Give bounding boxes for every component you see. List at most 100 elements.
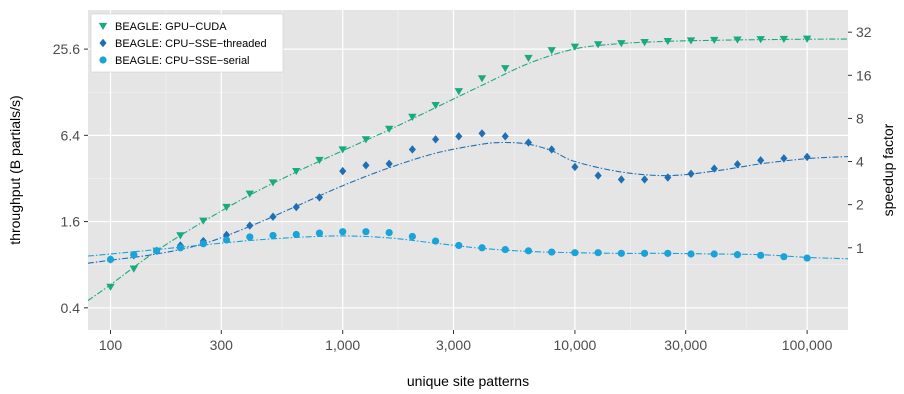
data-point xyxy=(384,125,394,133)
data-point xyxy=(153,247,161,255)
data-point xyxy=(385,229,393,237)
data-point xyxy=(339,166,347,176)
data-point xyxy=(617,249,625,257)
data-point xyxy=(593,41,603,49)
data-point xyxy=(524,54,533,62)
data-points xyxy=(106,35,812,291)
data-point xyxy=(199,240,207,248)
data-point xyxy=(802,35,812,43)
x-tick-label: 300 xyxy=(210,337,234,353)
y-tick-label: 0.4 xyxy=(61,300,81,316)
data-point xyxy=(478,129,486,138)
data-point xyxy=(756,36,765,44)
data-point xyxy=(664,173,672,182)
data-point xyxy=(362,228,370,236)
data-point xyxy=(106,255,115,264)
data-point xyxy=(455,241,463,250)
legend-marker xyxy=(98,22,108,30)
data-point xyxy=(733,251,742,259)
legend-label: BEAGLE: CPU−SSE−serial xyxy=(115,55,250,67)
data-point xyxy=(246,221,254,230)
data-point xyxy=(548,248,556,256)
data-point xyxy=(478,244,486,252)
data-point xyxy=(199,217,208,225)
data-point xyxy=(710,164,718,173)
data-point xyxy=(501,65,510,73)
data-point xyxy=(524,138,533,147)
data-point xyxy=(222,203,231,212)
x-axis-title: unique site patterns xyxy=(407,373,529,389)
y-axis-left: 0.4 1.6 6.4 25.6 xyxy=(53,41,88,316)
data-point xyxy=(570,43,580,51)
data-point xyxy=(129,265,139,273)
data-point xyxy=(408,113,417,121)
data-point xyxy=(733,160,742,169)
data-point xyxy=(455,132,463,141)
data-point xyxy=(571,162,579,172)
data-point xyxy=(617,175,625,184)
x-tick-label: 100 xyxy=(99,337,123,353)
data-point xyxy=(779,35,789,44)
data-point xyxy=(663,37,672,46)
trend-line-beagle-cpu-sse-threaded xyxy=(87,141,849,264)
grid-lines xyxy=(88,10,848,330)
y-axis-title: throughput (B partials/s) xyxy=(7,95,23,244)
data-point xyxy=(269,212,277,221)
y2-tick-label: 1 xyxy=(856,240,864,256)
data-point xyxy=(315,156,324,165)
data-point xyxy=(269,231,277,240)
data-point xyxy=(292,202,300,212)
x-axis: 100 300 1,000 3,000 10,000 30,000 100,000 xyxy=(99,330,833,353)
data-point xyxy=(385,159,393,169)
data-point xyxy=(176,244,185,252)
data-point xyxy=(477,75,487,83)
y-axis-right: 1248163264 xyxy=(848,24,872,256)
legend-box xyxy=(90,13,284,73)
y-tick-label: 6.4 xyxy=(61,127,81,143)
data-point xyxy=(640,39,649,47)
data-point xyxy=(594,249,602,257)
legend: BEAGLE: GPU−CUDA BEAGLE: CPU−SSE−threaded… xyxy=(90,13,284,73)
x-tick-label: 30,000 xyxy=(664,337,707,353)
y2-tick-label: 8 xyxy=(856,110,864,126)
data-point xyxy=(245,190,254,198)
data-point xyxy=(757,156,765,165)
data-point xyxy=(710,36,719,45)
data-point xyxy=(222,236,231,244)
data-point xyxy=(664,249,672,257)
data-point xyxy=(640,249,649,257)
data-point xyxy=(432,135,440,144)
y2-tick-label: 2 xyxy=(856,197,864,213)
data-point xyxy=(757,251,765,259)
x-tick-label: 100,000 xyxy=(782,337,833,353)
y2-tick-label: 32 xyxy=(856,24,872,40)
data-point xyxy=(408,232,416,241)
legend-marker xyxy=(99,38,107,48)
data-point xyxy=(362,161,370,170)
data-point xyxy=(780,253,788,261)
data-point xyxy=(431,237,440,245)
y2-tick-label: 16 xyxy=(856,67,872,83)
data-point xyxy=(315,193,324,202)
data-point xyxy=(246,233,254,241)
y2-tick-label: 4 xyxy=(856,154,864,170)
data-point xyxy=(733,36,742,44)
legend-label: BEAGLE: CPU−SSE−threaded xyxy=(115,38,267,50)
legend-marker xyxy=(99,56,107,64)
data-point xyxy=(686,37,696,45)
data-point xyxy=(268,179,278,187)
data-point xyxy=(292,230,300,239)
data-point xyxy=(780,154,788,163)
data-point xyxy=(361,136,371,144)
data-point xyxy=(106,283,115,291)
data-point xyxy=(571,249,579,257)
x-tick-label: 3,000 xyxy=(436,337,471,353)
data-point xyxy=(687,169,695,178)
data-point xyxy=(687,250,695,258)
data-point xyxy=(339,228,347,236)
legend-label: BEAGLE: GPU−CUDA xyxy=(115,21,227,33)
data-point xyxy=(292,167,301,176)
data-point xyxy=(454,88,463,96)
data-point xyxy=(315,229,324,237)
